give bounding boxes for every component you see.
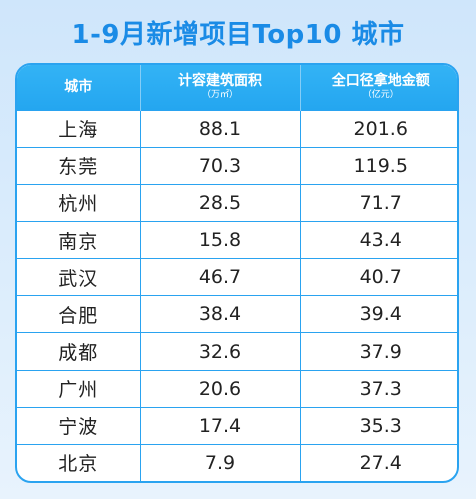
table-body: 上海 88.1 201.6 东莞 70.3 119.5 杭州 28.5 71.7… [17, 109, 457, 481]
header-amount: 全口径拿地金额 （亿元） [300, 65, 457, 110]
cell-amount: 71.7 [300, 183, 457, 222]
cell-area: 20.6 [140, 369, 301, 408]
cell-city: 南京 [17, 220, 141, 259]
cell-city: 上海 [17, 109, 141, 148]
header-city: 城市 [17, 65, 141, 110]
cell-amount: 35.3 [300, 406, 457, 445]
table-row: 宁波 17.4 35.3 [17, 406, 457, 445]
cell-area: 70.3 [140, 146, 301, 185]
table-row: 北京 7.9 27.4 [17, 443, 457, 481]
header-amount-unit: （亿元） [362, 90, 399, 101]
table-row: 合肥 38.4 39.4 [17, 295, 457, 333]
cell-city: 东莞 [17, 146, 141, 185]
cell-area: 15.8 [140, 220, 301, 259]
cell-city: 广州 [17, 369, 141, 408]
cell-area: 7.9 [140, 443, 301, 481]
table-row: 东莞 70.3 119.5 [17, 146, 457, 185]
table-header: 城市 计容建筑面积 （万㎡） 全口径拿地金额 （亿元） [17, 65, 457, 110]
cell-amount: 43.4 [300, 220, 457, 259]
cell-area: 88.1 [140, 109, 301, 148]
cell-amount: 37.3 [300, 369, 457, 408]
cell-city: 杭州 [17, 183, 141, 222]
cell-amount: 40.7 [300, 258, 457, 296]
header-area-label: 计容建筑面积 [178, 73, 262, 90]
table-row: 成都 32.6 37.9 [17, 332, 457, 371]
header-amount-label: 全口径拿地金额 [331, 73, 430, 90]
cell-area: 32.6 [140, 332, 301, 371]
cell-amount: 37.9 [300, 332, 457, 371]
header-city-label: 城市 [64, 79, 93, 96]
table-row: 武汉 46.7 40.7 [17, 258, 457, 296]
header-area: 计容建筑面积 （万㎡） [140, 65, 301, 110]
cell-city: 武汉 [17, 258, 141, 296]
cell-area: 28.5 [140, 183, 301, 222]
city-ranking-table: 城市 计容建筑面积 （万㎡） 全口径拿地金额 （亿元） 上海 88.1 201.… [15, 63, 459, 483]
cell-area: 46.7 [140, 258, 301, 296]
table-row: 南京 15.8 43.4 [17, 220, 457, 259]
cell-amount: 39.4 [300, 295, 457, 333]
cell-amount: 119.5 [300, 146, 457, 185]
header-area-unit: （万㎡） [201, 90, 238, 101]
cell-amount: 27.4 [300, 443, 457, 481]
cell-city: 合肥 [17, 295, 141, 333]
header-row: 城市 计容建筑面积 （万㎡） 全口径拿地金额 （亿元） [17, 65, 457, 110]
cell-city: 北京 [17, 443, 141, 481]
cell-amount: 201.6 [300, 109, 457, 148]
cell-area: 17.4 [140, 406, 301, 445]
cell-city: 成都 [17, 332, 141, 371]
cell-area: 38.4 [140, 295, 301, 333]
table-row: 广州 20.6 37.3 [17, 369, 457, 408]
data-table: 城市 计容建筑面积 （万㎡） 全口径拿地金额 （亿元） 上海 88.1 201.… [17, 65, 457, 481]
page-title: 1-9月新增项目Top10 城市 [71, 20, 405, 50]
cell-city: 宁波 [17, 406, 141, 445]
table-row: 杭州 28.5 71.7 [17, 183, 457, 222]
table-row: 上海 88.1 201.6 [17, 109, 457, 148]
